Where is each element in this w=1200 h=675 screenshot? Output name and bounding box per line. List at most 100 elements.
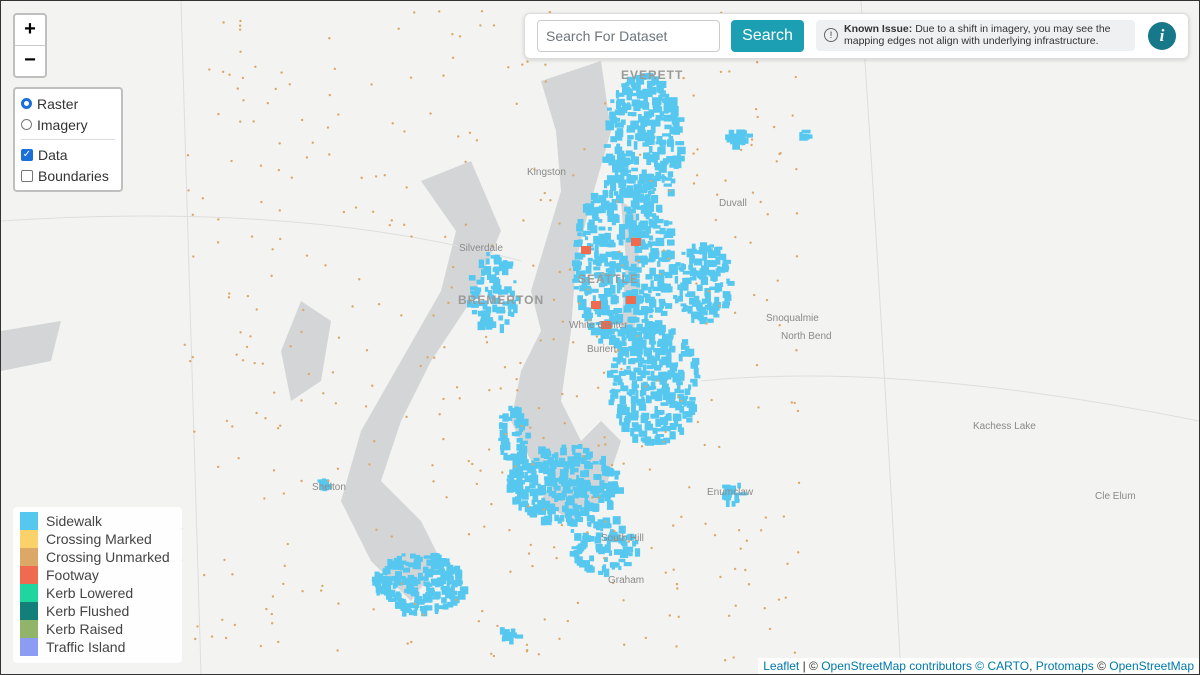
crossing-dot xyxy=(563,422,566,425)
crossing-dot xyxy=(782,515,786,518)
crossing-dot xyxy=(705,322,708,325)
sidewalk-blob xyxy=(616,143,621,150)
radio[interactable] xyxy=(21,98,32,109)
place-label: Silverdale xyxy=(459,243,503,254)
sidewalk-blob xyxy=(518,502,522,511)
attribution-link[interactable]: CARTO xyxy=(987,659,1030,673)
checkbox[interactable] xyxy=(21,169,33,182)
sidewalk-blob xyxy=(651,151,658,161)
info-button[interactable]: i xyxy=(1148,22,1176,50)
sidewalk-blob xyxy=(554,452,559,459)
crossing-dot xyxy=(358,278,361,281)
sidewalk-blob xyxy=(737,482,741,489)
layer-option[interactable]: Imagery xyxy=(21,114,115,135)
attribution-link[interactable]: OpenStreetMap xyxy=(821,659,906,673)
sidewalk-blob xyxy=(641,262,645,268)
search-input[interactable]: Search For Dataset xyxy=(537,20,720,52)
attribution-link[interactable]: Protomaps xyxy=(1035,659,1094,673)
sidewalk-blob xyxy=(693,367,699,375)
zoom-in[interactable]: + xyxy=(15,15,45,46)
place-label: Duvall xyxy=(719,198,747,209)
legend-swatch xyxy=(20,602,38,620)
legend-label: Traffic Island xyxy=(46,639,126,655)
sidewalk-blob xyxy=(659,139,666,146)
sidewalk-blob xyxy=(584,460,591,469)
legend-label: Crossing Unmarked xyxy=(46,549,170,565)
sidewalk-blob xyxy=(585,482,592,492)
sidewalk-blob xyxy=(722,301,731,306)
sidewalk-blob xyxy=(612,516,621,525)
sidewalk-blob xyxy=(509,469,515,478)
layer-option[interactable]: Boundaries xyxy=(21,165,115,186)
layer-option[interactable]: ✓ Data xyxy=(21,144,115,165)
sidewalk-blob xyxy=(630,395,638,404)
sidewalk-blob xyxy=(630,357,639,363)
sidewalk-blob xyxy=(516,458,525,465)
crossing-dot xyxy=(368,463,371,466)
sidewalk-blob xyxy=(607,331,615,335)
crossing-dot xyxy=(504,432,508,436)
sidewalk-blob xyxy=(636,376,643,382)
crossing-dot xyxy=(784,596,787,599)
crossing-dot xyxy=(438,413,441,416)
sidewalk-blob xyxy=(636,331,643,341)
sidewalk-blob xyxy=(617,352,623,359)
crossing-dot xyxy=(403,130,406,133)
crossing-dot xyxy=(467,459,470,463)
attribution-text: , xyxy=(1029,659,1036,673)
sidewalk-blob xyxy=(701,266,710,276)
sidewalk-blob xyxy=(442,603,449,610)
legend-swatch xyxy=(20,548,38,566)
sidewalk-blob xyxy=(569,479,579,487)
sidewalk-blob xyxy=(616,286,621,294)
sidewalk-blob xyxy=(657,428,665,432)
crossing-dot xyxy=(228,292,231,295)
sidewalk-blob xyxy=(644,295,650,302)
sidewalk-blob xyxy=(485,306,492,313)
sidewalk-blob xyxy=(643,256,648,265)
crossing-dot xyxy=(282,582,285,586)
crossing-dot xyxy=(224,636,228,640)
sidewalk-blob xyxy=(606,538,611,545)
sidewalk-blob xyxy=(611,470,621,475)
sidewalk-blob xyxy=(500,445,508,451)
sidewalk-blob xyxy=(406,585,413,594)
sidewalk-blob xyxy=(546,503,556,512)
sidewalk-blob xyxy=(605,251,614,258)
sidewalk-blob xyxy=(577,455,581,462)
sidewalk-blob xyxy=(617,404,623,410)
crossing-dot xyxy=(664,430,667,434)
attribution-link[interactable]: contributors © xyxy=(905,659,988,673)
crossing-dot xyxy=(249,335,252,338)
checkbox[interactable]: ✓ xyxy=(21,148,33,161)
sidewalk-blob xyxy=(595,257,602,267)
sidewalk-blob xyxy=(477,310,485,317)
crossing-dot xyxy=(707,289,710,293)
zoom-out[interactable]: − xyxy=(24,49,36,71)
attribution-link[interactable]: OpenStreetMap xyxy=(1109,659,1194,673)
crossing-dot xyxy=(507,66,510,69)
crossing-dot xyxy=(492,654,496,658)
crossing-dot xyxy=(253,361,256,365)
crossing-dot xyxy=(419,364,422,368)
sidewalk-blob xyxy=(572,486,579,491)
radio[interactable] xyxy=(21,119,32,130)
sidewalk-blob xyxy=(659,93,667,98)
sidewalk-blob xyxy=(666,156,673,163)
search-button[interactable]: Search xyxy=(731,20,804,52)
crossing-dot xyxy=(487,448,491,451)
layer-option[interactable]: Raster xyxy=(21,93,115,114)
crossing-dot xyxy=(242,99,245,102)
attribution-link[interactable]: Leaflet xyxy=(763,659,800,673)
sidewalk-blob xyxy=(622,546,629,552)
sidewalk-blob xyxy=(618,565,622,571)
sidewalk-blob xyxy=(728,129,735,135)
crossing-dot xyxy=(289,345,292,348)
sidewalk-blob xyxy=(645,225,651,234)
crossing-dot xyxy=(270,622,274,625)
sidewalk-blob xyxy=(580,298,587,308)
sidewalk-blob xyxy=(506,484,514,493)
crossing-dot xyxy=(422,613,425,617)
sidewalk-blob xyxy=(577,504,582,509)
